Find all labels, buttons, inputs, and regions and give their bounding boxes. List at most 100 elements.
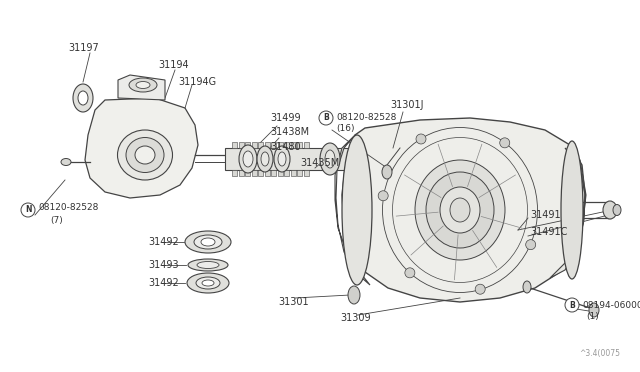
Ellipse shape: [426, 172, 494, 248]
Bar: [245, 142, 250, 148]
Ellipse shape: [197, 262, 219, 269]
Text: N: N: [25, 205, 31, 215]
Bar: [252, 142, 257, 148]
Text: 31435M: 31435M: [300, 158, 339, 168]
Bar: [271, 142, 276, 148]
Ellipse shape: [196, 277, 220, 289]
Text: B: B: [569, 301, 575, 310]
Ellipse shape: [348, 286, 360, 304]
Ellipse shape: [382, 165, 392, 179]
Text: 31301J: 31301J: [390, 100, 424, 110]
Circle shape: [319, 111, 333, 125]
Text: 31438M: 31438M: [270, 127, 309, 137]
Text: 31491: 31491: [530, 210, 561, 220]
Bar: [225, 148, 370, 170]
Text: 31194G: 31194G: [178, 77, 216, 87]
Ellipse shape: [274, 146, 290, 172]
Text: 31492: 31492: [148, 278, 179, 288]
Bar: [258, 170, 263, 176]
Ellipse shape: [450, 198, 470, 222]
Bar: [258, 142, 263, 148]
Bar: [291, 142, 296, 148]
Ellipse shape: [278, 152, 286, 166]
Ellipse shape: [603, 201, 617, 219]
Bar: [239, 142, 243, 148]
Bar: [264, 142, 269, 148]
Ellipse shape: [185, 231, 231, 253]
Bar: [284, 170, 289, 176]
Ellipse shape: [188, 259, 228, 271]
Ellipse shape: [129, 78, 157, 92]
Polygon shape: [342, 118, 585, 302]
Text: (16): (16): [336, 124, 355, 132]
Bar: [245, 170, 250, 176]
Ellipse shape: [73, 84, 93, 112]
Circle shape: [500, 138, 509, 148]
Ellipse shape: [202, 280, 214, 286]
Bar: [284, 142, 289, 148]
Bar: [297, 142, 302, 148]
Bar: [303, 170, 308, 176]
Circle shape: [405, 268, 415, 278]
Ellipse shape: [613, 205, 621, 215]
Text: 08194-06000: 08194-06000: [582, 301, 640, 310]
Polygon shape: [335, 135, 370, 285]
Text: 08120-82528: 08120-82528: [38, 203, 99, 212]
Bar: [278, 142, 282, 148]
Bar: [271, 170, 276, 176]
Bar: [232, 170, 237, 176]
Bar: [291, 170, 296, 176]
Text: 31197: 31197: [68, 43, 99, 53]
Polygon shape: [550, 148, 586, 278]
Bar: [278, 170, 282, 176]
Ellipse shape: [320, 143, 340, 175]
Ellipse shape: [523, 281, 531, 293]
Ellipse shape: [415, 160, 505, 260]
Text: 31493: 31493: [148, 260, 179, 270]
Ellipse shape: [342, 135, 372, 285]
Ellipse shape: [135, 146, 155, 164]
Bar: [252, 170, 257, 176]
Text: 31499: 31499: [270, 113, 301, 123]
Text: 31301: 31301: [278, 297, 308, 307]
Ellipse shape: [325, 150, 335, 168]
Ellipse shape: [440, 187, 480, 233]
Circle shape: [475, 284, 485, 294]
Ellipse shape: [561, 141, 583, 279]
Bar: [232, 142, 237, 148]
Ellipse shape: [589, 303, 599, 317]
Ellipse shape: [243, 151, 253, 167]
Text: 31480: 31480: [270, 142, 301, 152]
Text: 31491C: 31491C: [530, 227, 568, 237]
Text: 31492: 31492: [148, 237, 179, 247]
Text: ^3.4(0075: ^3.4(0075: [579, 349, 620, 358]
Ellipse shape: [126, 138, 164, 173]
Polygon shape: [85, 98, 198, 198]
Circle shape: [416, 134, 426, 144]
Bar: [297, 170, 302, 176]
Bar: [239, 170, 243, 176]
Text: B: B: [323, 113, 329, 122]
Circle shape: [378, 191, 388, 201]
Bar: [303, 142, 308, 148]
Circle shape: [525, 240, 536, 250]
Ellipse shape: [261, 152, 269, 166]
Ellipse shape: [194, 235, 222, 249]
Circle shape: [565, 298, 579, 312]
Ellipse shape: [187, 273, 229, 293]
Ellipse shape: [239, 145, 257, 173]
Ellipse shape: [257, 146, 273, 172]
Circle shape: [21, 203, 35, 217]
Bar: [264, 170, 269, 176]
Ellipse shape: [201, 238, 215, 246]
Ellipse shape: [61, 158, 71, 166]
Text: (7): (7): [50, 215, 63, 224]
Ellipse shape: [118, 130, 173, 180]
Ellipse shape: [136, 81, 150, 89]
Text: (1): (1): [586, 312, 599, 321]
Ellipse shape: [78, 91, 88, 105]
Text: 08120-82528: 08120-82528: [336, 112, 396, 122]
Text: 31194: 31194: [158, 60, 189, 70]
Text: 31309: 31309: [340, 313, 371, 323]
Polygon shape: [118, 75, 165, 100]
